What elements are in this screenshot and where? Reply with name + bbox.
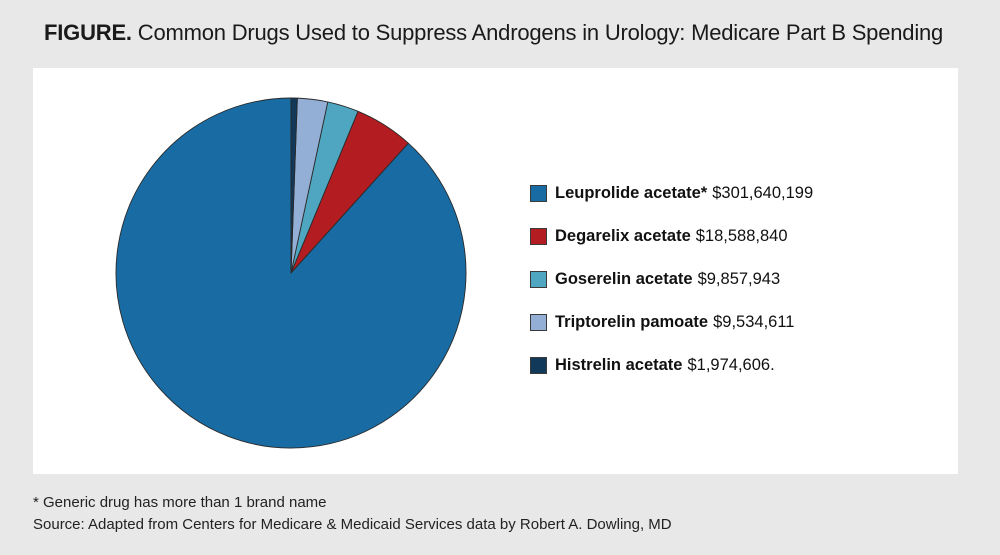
footnote-source: Source: Adapted from Centers for Medicar… [33, 516, 672, 533]
pie-chart [115, 97, 467, 449]
figure-title: FIGURE. Common Drugs Used to Suppress An… [44, 20, 943, 46]
legend-item: Leuprolide acetate* $301,640,199 [530, 172, 813, 215]
legend-item: Histrelin acetate $1,974,606. [530, 344, 813, 387]
legend-spending-value: $18,588,840 [695, 227, 788, 245]
legend-drug-name: Triptorelin pamoate [555, 313, 709, 331]
chart-panel: Leuprolide acetate* $301,640,199 Degarelix… [33, 68, 958, 474]
footnotes: * Generic drug has more than 1 brand nam… [33, 492, 672, 536]
legend-drug-name: Histrelin acetate [555, 356, 683, 374]
legend-swatch [530, 271, 547, 288]
legend-spending-value: $9,534,611 [713, 313, 795, 331]
legend-item: Degarelix acetate $18,588,840 [530, 215, 813, 258]
chart-legend: Leuprolide acetate* $301,640,199 Degarelix… [530, 172, 813, 387]
legend-swatch [530, 228, 547, 245]
legend-swatch [530, 314, 547, 331]
pie-slices [115, 97, 467, 449]
legend-drug-name: Leuprolide acetate* [555, 184, 708, 202]
legend-swatch [530, 357, 547, 374]
pie-slice-histrelin-acetate [290, 97, 298, 274]
legend-spending-value: $9,857,943 [697, 270, 781, 288]
legend-drug-name: Goserelin acetate [555, 270, 693, 288]
legend-drug-name: Degarelix acetate [555, 227, 691, 245]
figure-title-text: Common Drugs Used to Suppress Androgens … [137, 20, 944, 45]
legend-spending-value: $1,974,606. [687, 356, 775, 374]
figure-label: FIGURE. [44, 20, 132, 45]
footnote-note: * Generic drug has more than 1 brand nam… [33, 494, 327, 511]
legend-item: Triptorelin pamoate $9,534,611 [530, 301, 813, 344]
legend-item: Goserelin acetate $9,857,943 [530, 258, 813, 301]
legend-spending-value: $301,640,199 [712, 184, 814, 202]
legend-swatch [530, 185, 547, 202]
